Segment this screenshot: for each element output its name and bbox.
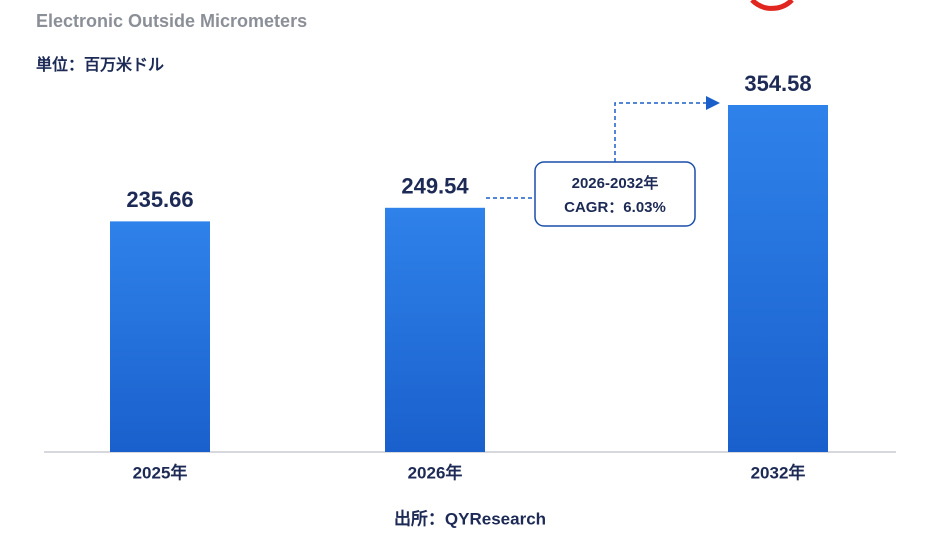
value-label: 235.66	[126, 187, 193, 212]
bar	[728, 105, 828, 452]
annotation-line: 2026-2032年	[572, 174, 659, 192]
source: 出所：QYResearch	[394, 508, 546, 528]
logo-arc	[750, 0, 794, 11]
chart-title: Electronic Outside Micrometers	[36, 11, 307, 31]
annotation-line: CAGR：6.03%	[564, 199, 666, 216]
x-tick-label: 2025年	[133, 462, 188, 482]
value-label: 354.58	[744, 71, 811, 96]
value-label: 249.54	[401, 174, 469, 199]
bar	[385, 207, 485, 452]
x-tick-label: 2026年	[408, 462, 463, 482]
arrow-head	[706, 96, 720, 110]
subtitle: 単位：百万米ドル	[36, 55, 164, 74]
x-tick-label: 2032年	[751, 462, 806, 482]
connector	[614, 102, 708, 162]
bar	[110, 221, 210, 452]
annotation-box	[534, 161, 696, 227]
